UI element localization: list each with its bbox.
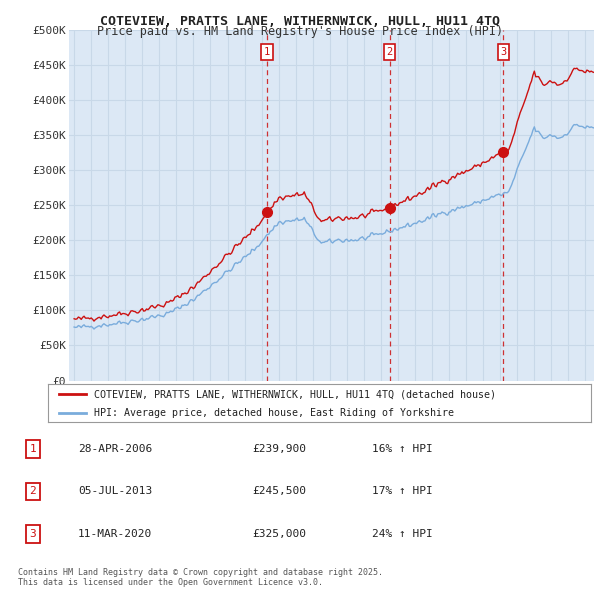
Text: 3: 3 — [29, 529, 37, 539]
Text: Contains HM Land Registry data © Crown copyright and database right 2025.
This d: Contains HM Land Registry data © Crown c… — [18, 568, 383, 587]
Text: 2: 2 — [29, 487, 37, 496]
Text: 28-APR-2006: 28-APR-2006 — [78, 444, 152, 454]
Text: 24% ↑ HPI: 24% ↑ HPI — [372, 529, 433, 539]
Text: £325,000: £325,000 — [252, 529, 306, 539]
Text: 1: 1 — [29, 444, 37, 454]
Text: £239,900: £239,900 — [252, 444, 306, 454]
Text: COTEVIEW, PRATTS LANE, WITHERNWICK, HULL, HU11 4TQ: COTEVIEW, PRATTS LANE, WITHERNWICK, HULL… — [100, 15, 500, 28]
Text: £245,500: £245,500 — [252, 487, 306, 496]
Text: 17% ↑ HPI: 17% ↑ HPI — [372, 487, 433, 496]
Text: Price paid vs. HM Land Registry's House Price Index (HPI): Price paid vs. HM Land Registry's House … — [97, 25, 503, 38]
Text: HPI: Average price, detached house, East Riding of Yorkshire: HPI: Average price, detached house, East… — [94, 408, 454, 418]
Text: COTEVIEW, PRATTS LANE, WITHERNWICK, HULL, HU11 4TQ (detached house): COTEVIEW, PRATTS LANE, WITHERNWICK, HULL… — [94, 389, 496, 399]
Text: 2: 2 — [386, 47, 393, 57]
Text: 16% ↑ HPI: 16% ↑ HPI — [372, 444, 433, 454]
Text: 3: 3 — [500, 47, 506, 57]
Text: 11-MAR-2020: 11-MAR-2020 — [78, 529, 152, 539]
Text: 1: 1 — [264, 47, 270, 57]
Text: 05-JUL-2013: 05-JUL-2013 — [78, 487, 152, 496]
